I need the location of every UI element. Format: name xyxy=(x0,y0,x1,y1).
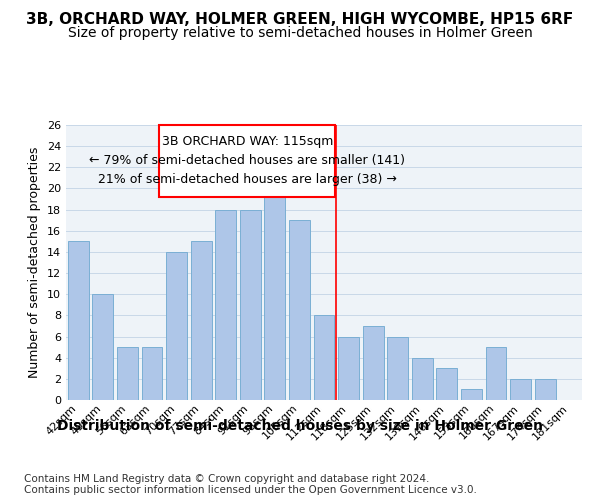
Bar xyxy=(265,178,286,400)
Bar xyxy=(191,242,212,400)
Bar xyxy=(461,390,482,400)
Bar xyxy=(314,316,334,400)
Bar xyxy=(92,294,113,400)
Bar xyxy=(142,347,163,400)
Bar xyxy=(387,336,408,400)
Bar xyxy=(240,210,261,400)
Bar xyxy=(412,358,433,400)
FancyBboxPatch shape xyxy=(160,125,335,197)
Text: 3B ORCHARD WAY: 115sqm
← 79% of semi-detached houses are smaller (141)
21% of se: 3B ORCHARD WAY: 115sqm ← 79% of semi-det… xyxy=(89,136,405,186)
Bar xyxy=(535,379,556,400)
Y-axis label: Number of semi-detached properties: Number of semi-detached properties xyxy=(28,147,41,378)
Text: Size of property relative to semi-detached houses in Holmer Green: Size of property relative to semi-detach… xyxy=(68,26,532,40)
Bar xyxy=(338,336,359,400)
Bar xyxy=(215,210,236,400)
Bar xyxy=(510,379,531,400)
Bar xyxy=(68,242,89,400)
Text: Contains HM Land Registry data © Crown copyright and database right 2024.: Contains HM Land Registry data © Crown c… xyxy=(24,474,430,484)
Bar xyxy=(289,220,310,400)
Bar xyxy=(362,326,383,400)
Text: Distribution of semi-detached houses by size in Holmer Green: Distribution of semi-detached houses by … xyxy=(57,419,543,433)
Bar xyxy=(436,368,457,400)
Text: 3B, ORCHARD WAY, HOLMER GREEN, HIGH WYCOMBE, HP15 6RF: 3B, ORCHARD WAY, HOLMER GREEN, HIGH WYCO… xyxy=(26,12,574,28)
Bar xyxy=(166,252,187,400)
Bar xyxy=(485,347,506,400)
Text: Contains public sector information licensed under the Open Government Licence v3: Contains public sector information licen… xyxy=(24,485,477,495)
Bar xyxy=(117,347,138,400)
